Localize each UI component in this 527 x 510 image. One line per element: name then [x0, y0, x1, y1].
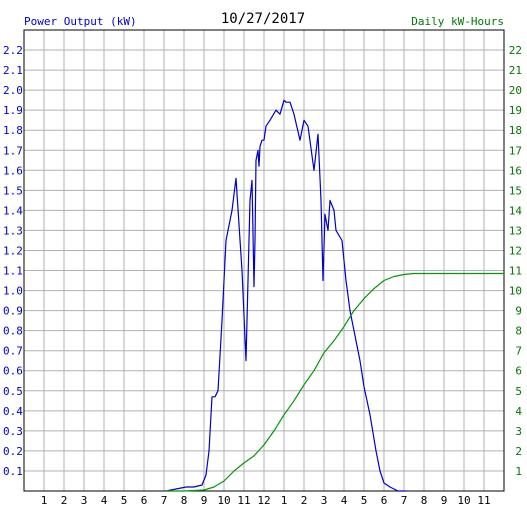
left-tick-label: 1.6: [3, 164, 23, 177]
chart-title: 10/27/2017: [221, 11, 305, 27]
left-tick-label: 0.3: [3, 425, 23, 438]
right-tick-label: 18: [509, 124, 522, 137]
left-tick-label: 0.2: [3, 445, 23, 458]
right-tick-label: 6: [515, 365, 522, 378]
x-tick-label: 5: [121, 494, 128, 507]
right-tick-label: 8: [515, 325, 522, 338]
x-tick-label: 8: [421, 494, 428, 507]
x-tick-label: 10: [457, 494, 470, 507]
x-tick-label: 4: [341, 494, 348, 507]
daily-kwh-line: [166, 272, 504, 492]
right-tick-label: 19: [509, 104, 522, 117]
right-tick-label: 3: [515, 425, 522, 438]
right-tick-label: 22: [509, 44, 522, 57]
left-tick-label: 0.4: [3, 405, 23, 418]
x-tick-label: 1: [41, 494, 48, 507]
left-tick-label: 1.8: [3, 124, 23, 137]
left-tick-label: 0.6: [3, 365, 23, 378]
right-tick-label: 12: [509, 244, 522, 257]
x-tick-label: 6: [141, 494, 148, 507]
x-tick-label: 9: [441, 494, 448, 507]
left-tick-label: 0.8: [3, 325, 23, 338]
right-tick-label: 15: [509, 184, 522, 197]
x-tick-label: 2: [61, 494, 68, 507]
x-axis-ticks: 1 2 3 4 5 6 7 8 9 10 11 12 1 2 3 4 5 6 7 8 9 10 11: [41, 494, 491, 507]
right-tick-label: 5: [515, 385, 522, 398]
left-tick-label: 0.5: [3, 385, 23, 398]
left-tick-label: 1.1: [3, 265, 23, 278]
x-tick-label: 3: [321, 494, 328, 507]
left-tick-label: 1.0: [3, 285, 23, 298]
left-tick-label: 0.9: [3, 305, 23, 318]
x-tick-label: 10: [217, 494, 230, 507]
x-tick-label: 9: [201, 494, 208, 507]
left-tick-label: 1.3: [3, 224, 23, 237]
right-axis-label: Daily kW-Hours: [411, 15, 504, 28]
x-tick-label: 5: [361, 494, 368, 507]
power-output-line: [165, 99, 406, 492]
left-axis-label: Power Output (kW): [24, 15, 137, 28]
x-tick-label: 7: [161, 494, 168, 507]
left-tick-label: 0.1: [3, 465, 23, 478]
right-tick-label: 16: [509, 164, 522, 177]
right-tick-label: 21: [509, 64, 522, 77]
right-tick-label: 14: [509, 204, 523, 217]
x-tick-label: 3: [81, 494, 88, 507]
right-tick-label: 9: [515, 305, 522, 318]
right-tick-label: 20: [509, 84, 522, 97]
x-tick-label: 11: [477, 494, 490, 507]
x-tick-label: 6: [381, 494, 388, 507]
left-tick-label: 1.9: [3, 104, 23, 117]
left-tick-label: 1.5: [3, 184, 23, 197]
right-tick-label: 13: [509, 224, 522, 237]
right-tick-label: 2: [515, 445, 522, 458]
x-tick-label: 4: [101, 494, 108, 507]
right-tick-label: 4: [515, 405, 522, 418]
left-tick-label: 1.2: [3, 244, 23, 257]
left-tick-label: 1.7: [3, 144, 23, 157]
grid-lines: [24, 30, 504, 491]
x-tick-label: 7: [401, 494, 408, 507]
left-tick-label: 2.2: [3, 44, 23, 57]
x-tick-label: 2: [301, 494, 308, 507]
right-tick-label: 1: [515, 465, 522, 478]
x-tick-label: 1: [281, 494, 288, 507]
plot-frame: [23, 29, 505, 492]
series-lines: [165, 99, 504, 492]
right-tick-label: 11: [509, 265, 522, 278]
right-tick-label: 17: [509, 144, 522, 157]
left-axis-ticks: 0.1 0.2 0.3 0.4 0.5 0.6 0.7 0.8 0.9 1.0 1.1 1.2 1.3 1…: [3, 44, 23, 478]
right-tick-label: 10: [509, 285, 522, 298]
x-tick-label: 8: [181, 494, 188, 507]
left-tick-label: 1.4: [3, 204, 23, 217]
left-tick-label: 0.7: [3, 345, 23, 358]
left-tick-label: 2.1: [3, 64, 23, 77]
x-tick-label: 11: [237, 494, 250, 507]
x-tick-label: 12: [257, 494, 270, 507]
left-tick-label: 2.0: [3, 84, 23, 97]
right-tick-label: 7: [515, 345, 522, 358]
